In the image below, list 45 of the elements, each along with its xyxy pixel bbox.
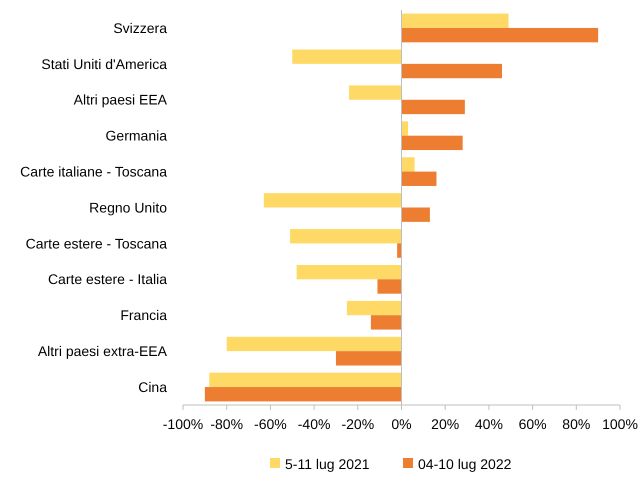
bar: [290, 229, 402, 244]
y-tick-label: Carte estere - Toscana: [26, 235, 168, 252]
bar: [346, 300, 402, 316]
x-tick-label: 0%: [391, 416, 412, 432]
x-tick-label: 100%: [602, 416, 638, 432]
bar: [402, 208, 430, 222]
bar: [402, 136, 463, 150]
y-tick-label: Svizzera: [113, 20, 168, 36]
bar: [370, 315, 402, 330]
x-tick-label: -100%: [162, 416, 204, 432]
y-tick-label: Carte italiane - Toscana: [20, 163, 168, 180]
y-tick-label: Altri paesi extra-EEA: [38, 343, 168, 360]
bar: [402, 157, 415, 172]
x-tick-label: -60%: [254, 416, 287, 432]
x-tick-label: 80%: [562, 416, 590, 432]
legend-label: 5-11 lug 2021: [285, 456, 370, 472]
x-tick-label: 60%: [518, 416, 547, 432]
bar: [397, 243, 402, 258]
bar: [209, 372, 402, 388]
y-tick-label: Stati Uniti d'America: [41, 56, 168, 72]
bar: [402, 172, 436, 186]
y-tick-label: Altri paesi EEA: [74, 92, 168, 108]
y-tick-label: Germania: [106, 128, 168, 144]
y-tick-label: Regno Unito: [89, 199, 168, 216]
bar: [292, 50, 402, 64]
bar: [377, 279, 402, 294]
bar: [226, 336, 402, 352]
bar: [264, 193, 402, 208]
bar: [349, 85, 402, 100]
y-tick-label: Carte estere - Italia: [48, 271, 168, 288]
bar: [402, 28, 598, 42]
legend-label: 04-10 lug 2022: [418, 456, 512, 472]
bar: [402, 14, 509, 28]
x-tick-label: -80%: [210, 416, 244, 432]
y-tick-label: Cina: [138, 378, 168, 395]
bar: [336, 351, 402, 366]
x-tick-label: 40%: [474, 416, 503, 432]
bar: [402, 64, 502, 78]
y-tick-label: Francia: [120, 307, 168, 324]
bar: [296, 264, 402, 280]
bar: [402, 100, 465, 114]
bar: [204, 387, 402, 402]
x-tick-label: -40%: [298, 416, 330, 432]
x-tick-label: 20%: [431, 416, 460, 432]
x-tick-label: -20%: [341, 416, 374, 432]
